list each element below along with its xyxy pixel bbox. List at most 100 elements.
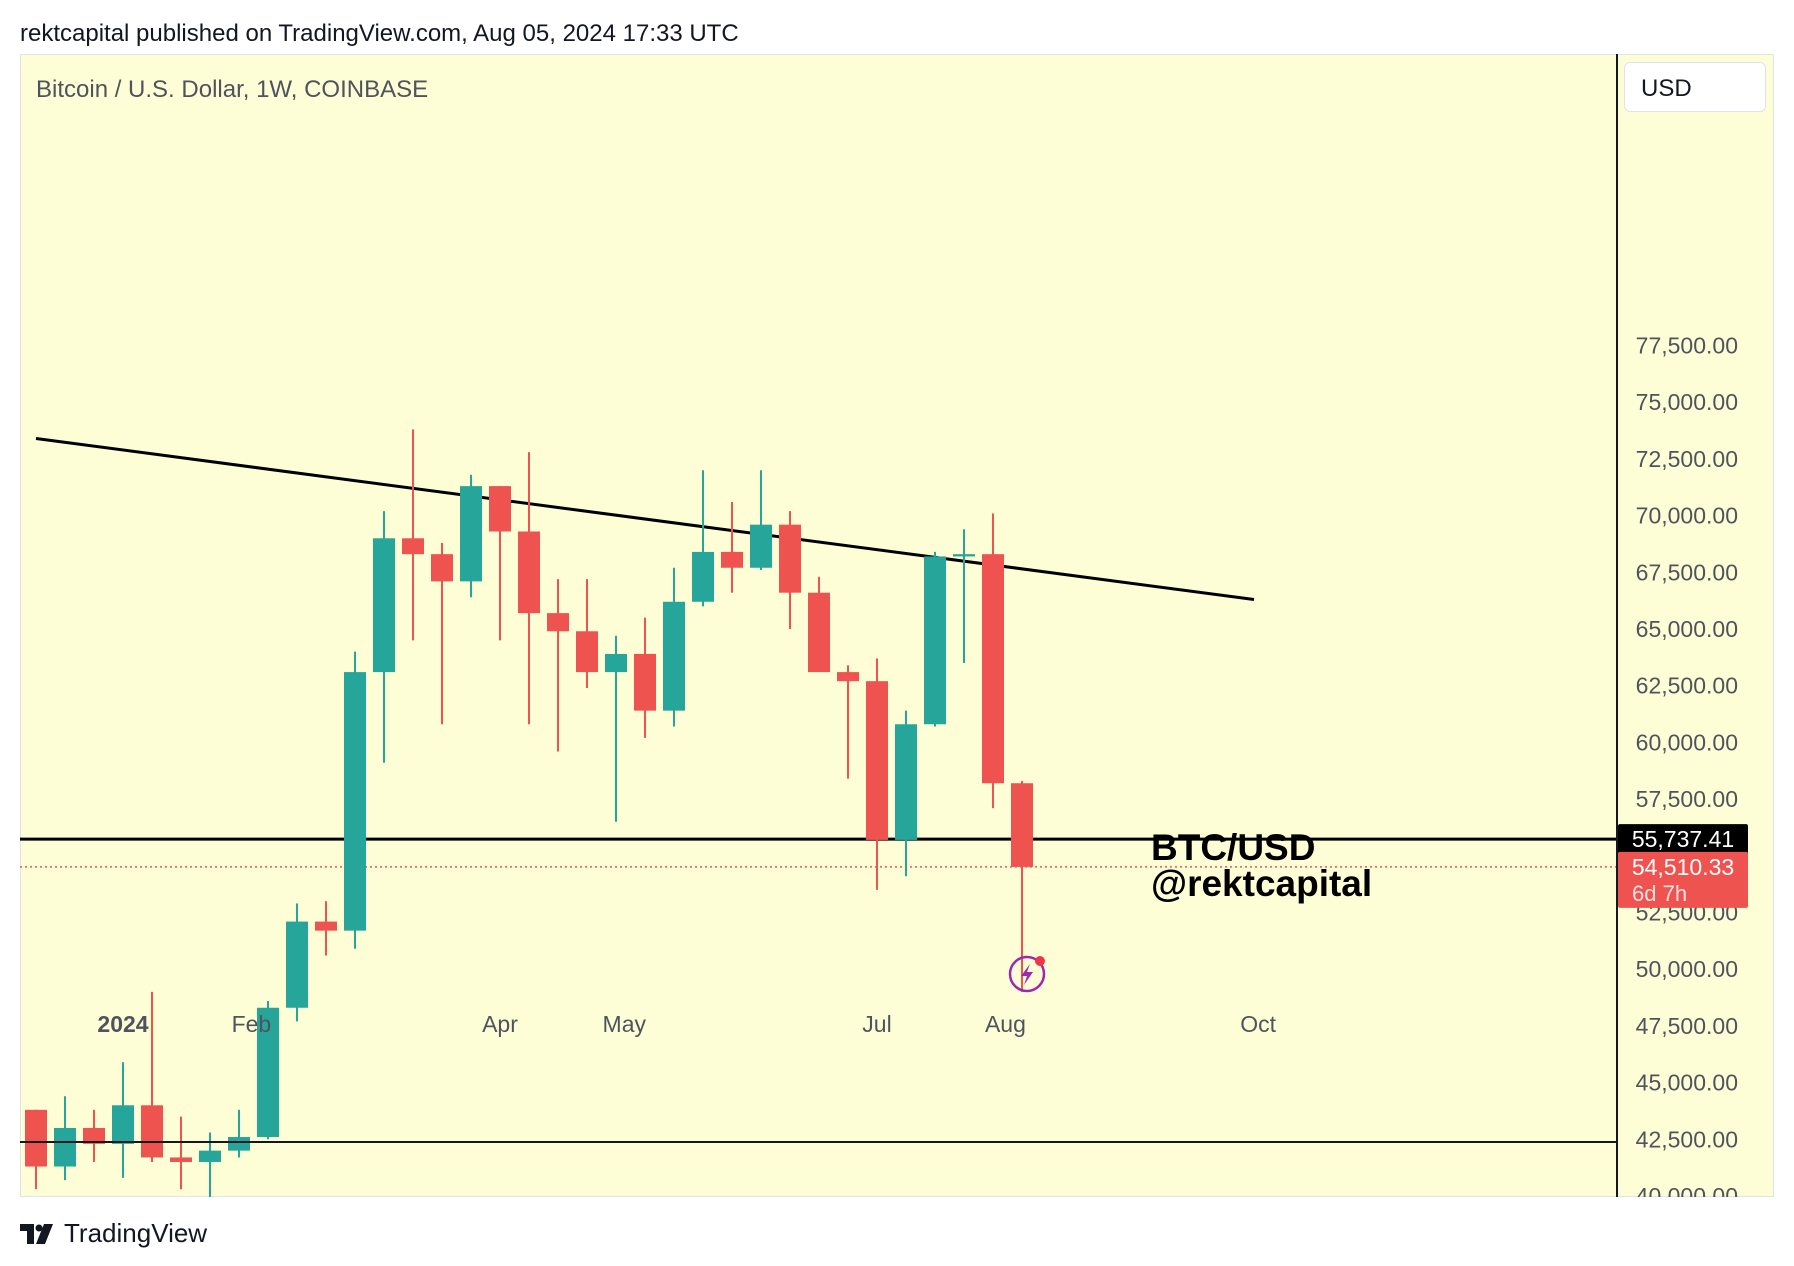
candle-2024-07-29[interactable] bbox=[982, 513, 1004, 809]
candle-body bbox=[489, 486, 511, 532]
candle-body bbox=[286, 921, 308, 1008]
candle-body bbox=[808, 592, 830, 673]
candle-body bbox=[344, 672, 366, 931]
candle-2023-12-11[interactable] bbox=[25, 1109, 47, 1190]
candle-body bbox=[170, 1157, 192, 1162]
candle-body bbox=[112, 1105, 134, 1144]
y-tick-label: 67,500.00 bbox=[1636, 559, 1738, 585]
footer: TradingView bbox=[20, 1218, 207, 1249]
y-tick-label: 77,500.00 bbox=[1636, 333, 1738, 359]
candle-2024-04-29[interactable] bbox=[605, 635, 627, 822]
x-tick-label: Aug bbox=[985, 1011, 1026, 1037]
candle-body bbox=[315, 921, 337, 931]
candle-2023-12-18[interactable] bbox=[54, 1096, 76, 1181]
candle-2024-03-18[interactable] bbox=[431, 542, 453, 725]
candle-2024-01-22[interactable] bbox=[199, 1132, 221, 1197]
y-tick-label: 75,000.00 bbox=[1636, 389, 1738, 415]
candle-2024-07-15[interactable] bbox=[924, 551, 946, 727]
y-tick-label: 70,000.00 bbox=[1636, 503, 1738, 529]
price-axis-separator bbox=[1616, 54, 1618, 1197]
candle-2024-01-29[interactable] bbox=[228, 1109, 250, 1158]
candle-body bbox=[692, 551, 714, 602]
price-axis[interactable]: 77,500.00 75,000.00 72,500.00 70,000.00 67,5… bbox=[1618, 54, 1774, 1197]
candle-2024-04-01[interactable] bbox=[489, 486, 511, 641]
candle-2024-08-05[interactable] bbox=[1011, 780, 1033, 992]
candle-2024-02-05[interactable] bbox=[257, 1000, 279, 1140]
y-tick-label: 57,500.00 bbox=[1636, 786, 1738, 812]
candle-2024-03-04[interactable] bbox=[373, 511, 395, 763]
candle-2024-06-24[interactable] bbox=[837, 665, 859, 779]
candle-2024-02-19[interactable] bbox=[315, 901, 337, 956]
candle-body bbox=[982, 554, 1004, 784]
last-price-value: 54,510.33 bbox=[1632, 854, 1734, 880]
publisher-line: rektcapital published on TradingView.com… bbox=[20, 20, 739, 47]
x-tick-label: Oct bbox=[1240, 1011, 1276, 1037]
x-tick-label: Feb bbox=[232, 1011, 272, 1037]
candle-2023-12-25[interactable] bbox=[83, 1109, 105, 1162]
candle-2024-05-20[interactable] bbox=[692, 470, 714, 607]
candle-2024-03-11[interactable] bbox=[402, 429, 424, 641]
chart-frame bbox=[20, 54, 1774, 1197]
candle-2024-06-03[interactable] bbox=[750, 470, 772, 571]
candle-body bbox=[83, 1127, 105, 1144]
candle-2024-04-08[interactable] bbox=[518, 452, 540, 725]
y-tick-label: 60,000.00 bbox=[1636, 729, 1738, 755]
support-price-label: 55,737.41 bbox=[1618, 824, 1748, 855]
candle-body bbox=[460, 486, 482, 582]
candle-2024-05-06[interactable] bbox=[634, 617, 656, 738]
candle-body bbox=[1011, 783, 1033, 867]
candle-2024-02-12[interactable] bbox=[286, 903, 308, 1022]
y-tick-label: 62,500.00 bbox=[1636, 673, 1738, 699]
candle-2024-06-10[interactable] bbox=[779, 511, 801, 629]
watermark-line2: @rektcapital bbox=[1151, 863, 1372, 904]
candle-2024-05-13[interactable] bbox=[663, 567, 685, 727]
candle-2024-01-15[interactable] bbox=[170, 1116, 192, 1190]
candle-body bbox=[25, 1109, 47, 1167]
candle-2024-03-25[interactable] bbox=[460, 474, 482, 598]
lightning-icon[interactable] bbox=[1008, 955, 1046, 993]
y-tick-label: 40,000.00 bbox=[1636, 1183, 1738, 1197]
candle-2024-01-01[interactable] bbox=[112, 1062, 134, 1178]
x-axis: 2024 Feb Apr May Jul Aug Oct bbox=[97, 1011, 1276, 1037]
tradingview-logo-icon bbox=[20, 1223, 53, 1244]
candle-body bbox=[895, 724, 917, 840]
candle-body bbox=[779, 524, 801, 593]
candle-body bbox=[634, 653, 656, 711]
currency-button[interactable]: USD bbox=[1624, 62, 1766, 112]
watermark: BTC/USD @rektcapital bbox=[1151, 827, 1372, 904]
candle-2024-02-26[interactable] bbox=[344, 651, 366, 949]
y-tick-label: 65,000.00 bbox=[1636, 616, 1738, 642]
candle-2024-06-17[interactable] bbox=[808, 576, 830, 673]
candle-2024-01-08[interactable] bbox=[141, 991, 163, 1162]
time-axis-separator bbox=[20, 1141, 1616, 1143]
x-tick-label: Jul bbox=[862, 1011, 891, 1037]
y-tick-label: 47,500.00 bbox=[1636, 1013, 1738, 1039]
candle-2024-07-22[interactable] bbox=[953, 529, 975, 664]
bar-countdown: 6d 7h bbox=[1632, 881, 1687, 906]
candle-2024-04-22[interactable] bbox=[576, 579, 598, 688]
y-tick-label: 45,000.00 bbox=[1636, 1070, 1738, 1096]
candle-body bbox=[866, 681, 888, 840]
candle-body bbox=[750, 524, 772, 568]
x-tick-label: 2024 bbox=[97, 1011, 148, 1037]
candle-body bbox=[228, 1137, 250, 1151]
candle-2024-07-08[interactable] bbox=[895, 710, 917, 877]
candle-2024-07-01[interactable] bbox=[866, 658, 888, 890]
candle-body bbox=[402, 538, 424, 555]
x-tick-label: May bbox=[603, 1011, 647, 1037]
candle-2024-04-15[interactable] bbox=[547, 579, 569, 752]
candle-body bbox=[431, 554, 453, 582]
candle-body bbox=[721, 551, 743, 568]
trendline-descending-resistance[interactable] bbox=[35, 437, 1255, 602]
y-tick-label: 50,000.00 bbox=[1636, 956, 1738, 982]
candle-2024-05-27[interactable] bbox=[721, 501, 743, 593]
candle-body bbox=[576, 631, 598, 673]
candle-body bbox=[924, 556, 946, 725]
y-tick-label: 42,500.00 bbox=[1636, 1126, 1738, 1152]
chart-plot[interactable]: BTC/USD @rektcapital 2024 Feb Apr May Jul Aug… bbox=[20, 54, 1616, 1197]
candle-body bbox=[199, 1150, 221, 1162]
candle-body bbox=[837, 672, 859, 682]
footer-brand: TradingView bbox=[64, 1218, 208, 1248]
candle-body bbox=[373, 538, 395, 673]
x-tick-label: Apr bbox=[482, 1011, 518, 1037]
